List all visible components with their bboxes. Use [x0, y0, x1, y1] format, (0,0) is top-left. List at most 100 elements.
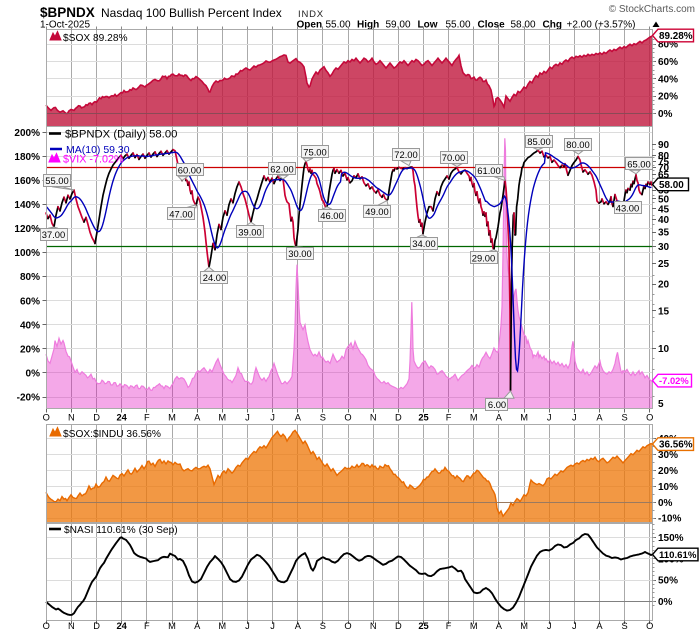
- svg-text:0%: 0%: [658, 597, 673, 608]
- svg-text:A: A: [295, 621, 302, 631]
- svg-text:89.28%: 89.28%: [659, 31, 693, 42]
- svg-text:M: M: [168, 413, 176, 423]
- svg-text:$BPNDX: $BPNDX: [40, 5, 95, 20]
- svg-text:65.00: 65.00: [627, 158, 650, 169]
- svg-text:Close: Close: [478, 20, 506, 31]
- svg-text:J: J: [572, 621, 577, 631]
- svg-text:M: M: [520, 413, 528, 423]
- svg-text:1-Oct-2025: 1-Oct-2025: [40, 20, 90, 31]
- svg-text:F: F: [144, 413, 150, 423]
- svg-text:60%: 60%: [20, 296, 40, 307]
- svg-text:+2.00 (+3.57%): +2.00 (+3.57%): [567, 20, 636, 31]
- svg-text:47.00: 47.00: [169, 208, 192, 219]
- svg-text:INDX: INDX: [298, 9, 324, 20]
- svg-text:30: 30: [658, 242, 670, 253]
- svg-text:80%: 80%: [20, 272, 40, 283]
- svg-text:75: 75: [658, 157, 670, 168]
- svg-text:F: F: [144, 621, 150, 631]
- svg-text:15: 15: [658, 307, 670, 318]
- svg-text:160%: 160%: [14, 176, 40, 187]
- svg-text:D: D: [395, 413, 402, 423]
- svg-text:N: N: [68, 621, 75, 631]
- svg-text:A: A: [194, 621, 201, 631]
- svg-text:D: D: [93, 621, 100, 631]
- svg-text:72.00: 72.00: [394, 149, 417, 160]
- svg-text:24.00: 24.00: [203, 272, 226, 283]
- svg-text:200%: 200%: [14, 128, 40, 139]
- svg-text:5: 5: [658, 399, 664, 410]
- svg-text:25: 25: [418, 413, 428, 423]
- svg-text:25: 25: [418, 621, 428, 631]
- svg-text:O: O: [646, 621, 653, 631]
- svg-text:30.00: 30.00: [288, 248, 311, 259]
- svg-text:140%: 140%: [14, 200, 40, 211]
- svg-text:70: 70: [658, 163, 670, 174]
- svg-text:30%: 30%: [658, 450, 678, 461]
- svg-text:80.00: 80.00: [566, 139, 589, 150]
- svg-text:61.00: 61.00: [477, 165, 500, 176]
- svg-text:$SOX:$INDU 36.56%: $SOX:$INDU 36.56%: [63, 429, 161, 440]
- svg-text:N: N: [370, 413, 377, 423]
- svg-text:M: M: [470, 413, 478, 423]
- svg-text:55.00: 55.00: [326, 20, 351, 31]
- svg-text:© StockCharts.com: © StockCharts.com: [609, 4, 695, 15]
- svg-text:120%: 120%: [14, 224, 40, 235]
- svg-text:150%: 150%: [658, 533, 684, 544]
- svg-text:Chg: Chg: [543, 20, 562, 31]
- svg-text:$VIX -7.02%: $VIX -7.02%: [63, 154, 124, 166]
- svg-text:M: M: [218, 621, 226, 631]
- svg-text:S: S: [320, 413, 326, 423]
- svg-text:80: 80: [658, 151, 670, 162]
- svg-text:34.00: 34.00: [412, 238, 435, 249]
- svg-text:65: 65: [658, 170, 670, 181]
- svg-text:M: M: [470, 621, 478, 631]
- svg-text:J: J: [270, 413, 275, 423]
- svg-text:F: F: [446, 621, 452, 631]
- svg-text:60.00: 60.00: [178, 164, 201, 175]
- svg-text:$SOX 89.28%: $SOX 89.28%: [63, 33, 128, 44]
- svg-text:110.61%: 110.61%: [659, 550, 697, 561]
- svg-text:75.00: 75.00: [303, 146, 326, 157]
- svg-text:S: S: [621, 621, 627, 631]
- svg-text:35: 35: [658, 228, 670, 239]
- svg-text:6.00: 6.00: [488, 399, 506, 410]
- svg-text:A: A: [596, 413, 603, 423]
- svg-text:-20%: -20%: [17, 393, 40, 404]
- svg-text:180%: 180%: [14, 152, 40, 163]
- svg-text:24: 24: [117, 621, 128, 631]
- svg-text:45: 45: [658, 204, 670, 215]
- svg-text:A: A: [295, 413, 302, 423]
- svg-text:D: D: [395, 621, 402, 631]
- svg-text:High: High: [357, 20, 379, 31]
- svg-text:29.00: 29.00: [472, 252, 495, 263]
- svg-text:N: N: [68, 413, 75, 423]
- svg-text:70.00: 70.00: [442, 152, 465, 163]
- svg-text:J: J: [547, 621, 552, 631]
- svg-text:100%: 100%: [14, 248, 40, 259]
- svg-text:J: J: [572, 413, 577, 423]
- svg-text:58.00: 58.00: [659, 180, 684, 191]
- svg-text:36.56%: 36.56%: [659, 440, 693, 451]
- svg-text:20: 20: [658, 280, 670, 291]
- svg-text:24: 24: [117, 413, 128, 423]
- svg-text:90: 90: [658, 140, 670, 151]
- svg-text:O: O: [43, 621, 50, 631]
- svg-text:50%: 50%: [658, 576, 678, 587]
- svg-text:Open: Open: [297, 20, 323, 31]
- svg-text:$NASI 110.61% (30 Sep): $NASI 110.61% (30 Sep): [64, 525, 178, 536]
- svg-text:O: O: [43, 413, 50, 423]
- svg-text:N: N: [370, 621, 377, 631]
- svg-text:20%: 20%: [20, 344, 40, 355]
- svg-text:M: M: [168, 621, 176, 631]
- svg-text:40%: 40%: [658, 74, 678, 85]
- svg-text:0%: 0%: [658, 498, 673, 509]
- svg-text:A: A: [496, 413, 503, 423]
- svg-text:MA(10) 59.30: MA(10) 59.30: [66, 144, 130, 156]
- svg-text:49.00: 49.00: [365, 206, 388, 217]
- svg-text:60%: 60%: [658, 57, 678, 68]
- svg-text:A: A: [596, 621, 603, 631]
- svg-text:-7.02%: -7.02%: [659, 375, 689, 386]
- svg-text:59.00: 59.00: [386, 20, 411, 31]
- svg-text:J: J: [245, 413, 250, 423]
- svg-text:55.00: 55.00: [446, 20, 471, 31]
